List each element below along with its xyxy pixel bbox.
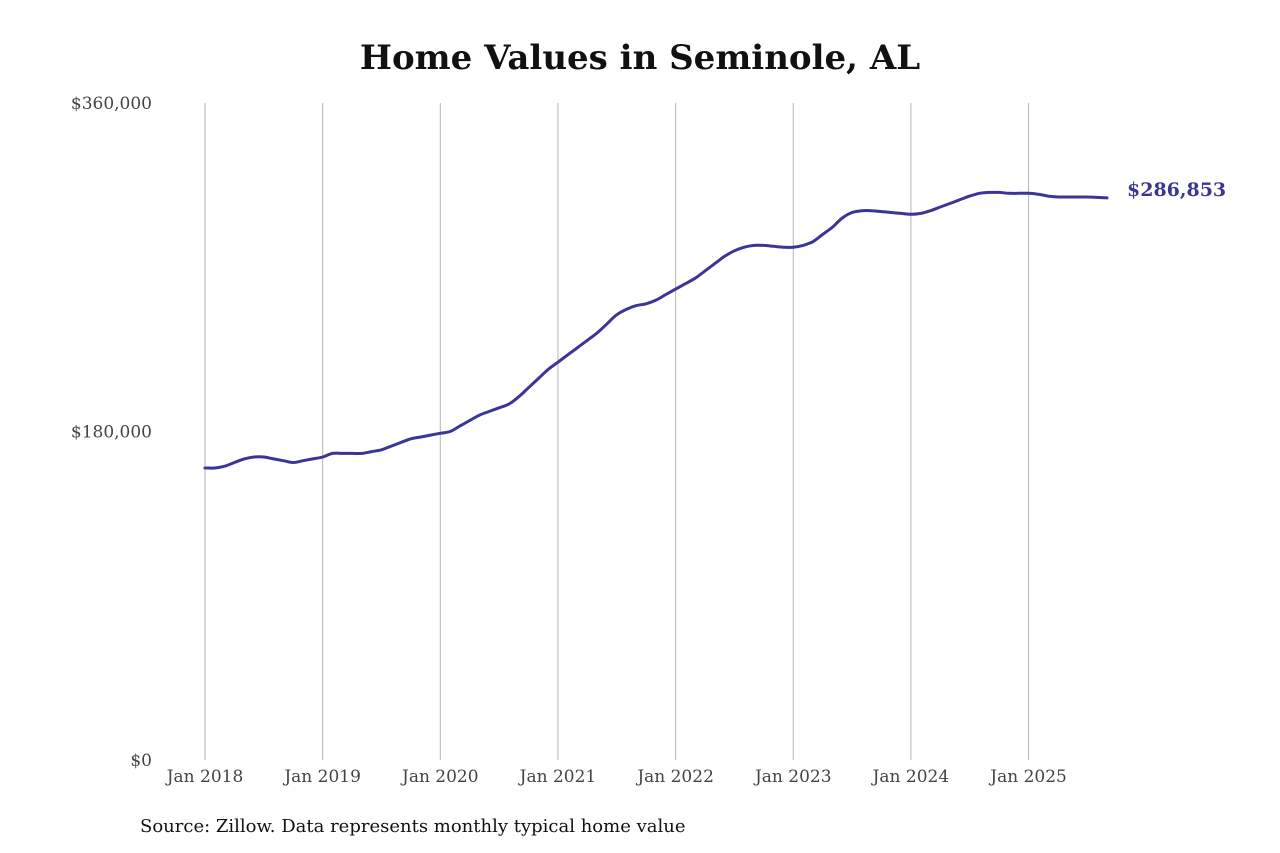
x-tick-label: Jan 2025 bbox=[988, 767, 1067, 787]
source-note: Source: Zillow. Data represents monthly … bbox=[140, 816, 686, 837]
x-tick-label: Jan 2022 bbox=[635, 767, 714, 787]
series-layer: $286,853 bbox=[203, 179, 1226, 470]
series-line bbox=[203, 190, 1109, 470]
y-axis-ticks: $0 $180,000 $360,000 bbox=[71, 94, 152, 771]
end-value-label: $286,853 bbox=[1127, 179, 1226, 201]
y-tick-label: $180,000 bbox=[71, 423, 152, 443]
x-tick-label: Jan 2023 bbox=[753, 767, 832, 787]
chart-title: Home Values in Seminole, AL bbox=[359, 38, 921, 78]
x-tick-label: Jan 2018 bbox=[165, 767, 244, 787]
y-tick-label: $360,000 bbox=[71, 94, 152, 114]
x-tick-label: Jan 2020 bbox=[400, 767, 479, 787]
gridlines bbox=[204, 103, 1030, 760]
x-tick-label: Jan 2021 bbox=[518, 767, 597, 787]
x-axis-ticks: Jan 2018 Jan 2019 Jan 2020 Jan 2021 Jan 2022… bbox=[165, 767, 1067, 787]
x-tick-label: Jan 2024 bbox=[871, 767, 950, 787]
y-tick-label: $0 bbox=[130, 751, 152, 771]
x-tick-label: Jan 2019 bbox=[282, 767, 361, 787]
